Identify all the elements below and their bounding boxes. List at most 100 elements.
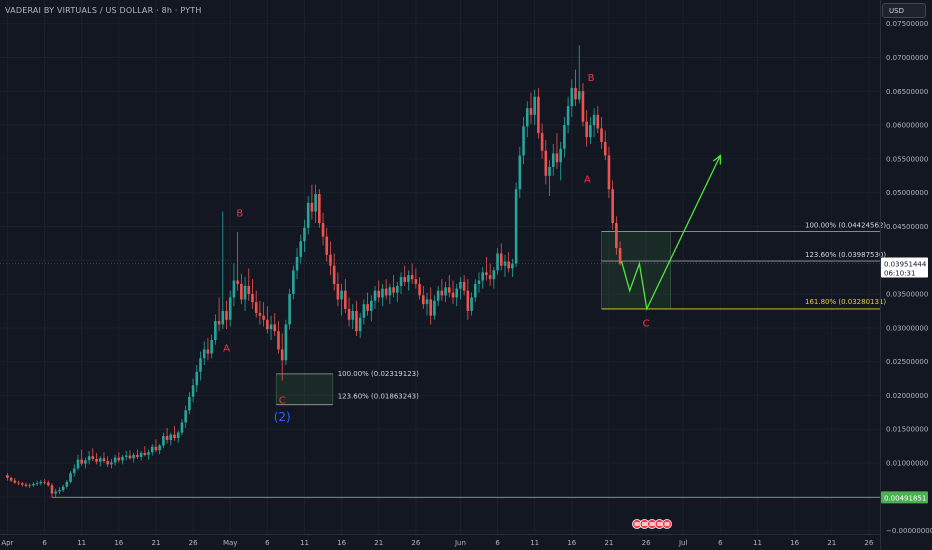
- candle-body: [511, 263, 514, 269]
- candle-body: [76, 459, 80, 469]
- candle-body: [228, 297, 232, 320]
- candle-body: [355, 310, 358, 332]
- candle-body: [421, 295, 425, 305]
- candle-body: [473, 283, 477, 298]
- candle-body: [240, 283, 243, 300]
- x-tick-label: 6: [495, 539, 500, 547]
- x-tick-label: Apr: [1, 539, 13, 547]
- candle-body: [95, 458, 98, 462]
- candle-body: [325, 236, 329, 255]
- candle-body: [362, 304, 366, 318]
- candle-body: [555, 153, 559, 163]
- candle-body: [121, 456, 124, 461]
- candle-body: [540, 133, 544, 151]
- candle-body: [273, 324, 277, 332]
- x-tick-label: 11: [300, 539, 309, 547]
- candle-body: [199, 358, 202, 372]
- symbol-title: VADERAI BY VIRTUALS / US DOLLAR · 8h · P…: [5, 6, 202, 15]
- candle-body: [180, 422, 184, 433]
- x-tick-label: 11: [77, 539, 86, 547]
- candle-body: [518, 155, 522, 190]
- candle-body: [43, 481, 46, 483]
- candle-body: [332, 265, 336, 284]
- candle-body: [303, 227, 306, 242]
- candle-body: [425, 299, 429, 305]
- x-tick-label: 26: [864, 539, 873, 547]
- candle-body: [20, 483, 24, 485]
- candle-body: [87, 456, 91, 461]
- candle-body: [191, 385, 195, 397]
- candle-body: [284, 324, 288, 361]
- candle-body: [529, 108, 533, 115]
- candle-body: [407, 275, 410, 282]
- candle-body: [110, 462, 113, 465]
- candle-body: [440, 290, 444, 296]
- candle-body: [499, 253, 503, 266]
- candle-body: [69, 473, 72, 482]
- candle-body: [462, 281, 466, 291]
- price-axis[interactable]: 0.07500000 0.07000000 0.06500000 0.06000000…: [881, 20, 932, 535]
- currency-button[interactable]: USD: [882, 3, 926, 18]
- candle-body: [195, 371, 199, 386]
- current-price-value: 0.03951444: [884, 261, 927, 269]
- candle-body: [188, 396, 191, 411]
- candle-body: [358, 317, 362, 332]
- candle-body: [243, 285, 247, 300]
- y-tick-label: 0.06000000: [886, 122, 928, 130]
- candle-body: [496, 253, 499, 271]
- x-tick-label: 11: [530, 539, 539, 547]
- y-tick-label: 0.03500000: [886, 291, 928, 299]
- candle-body: [381, 288, 384, 298]
- fib-zone-box: [275, 373, 334, 406]
- candle-body: [466, 290, 470, 311]
- candle-body: [117, 457, 121, 461]
- candle-body: [537, 96, 540, 134]
- candle-body: [351, 310, 355, 320]
- candle-body: [447, 287, 451, 293]
- x-tick-label: 26: [411, 539, 420, 547]
- candle-body: [618, 248, 622, 264]
- candle-body: [46, 482, 50, 486]
- x-tick-label: 16: [337, 539, 346, 547]
- candle-body: [566, 106, 570, 126]
- candle-body: [451, 292, 455, 298]
- wave-label: A: [223, 343, 230, 354]
- x-tick-label: 16: [567, 539, 576, 547]
- candle-body: [80, 459, 83, 464]
- candle-body: [396, 285, 399, 293]
- candle-body: [266, 319, 269, 330]
- candle-body: [414, 279, 418, 284]
- price-axis-divider: [880, 0, 881, 550]
- candle-body: [377, 290, 381, 298]
- chart-overlays: [0, 154, 880, 498]
- candle-body: [39, 481, 43, 484]
- candle-body: [403, 277, 407, 282]
- candle-body: [247, 285, 251, 295]
- candle-body: [176, 432, 180, 439]
- candle-body: [50, 485, 54, 494]
- candle-body: [321, 223, 325, 237]
- support-price-tag: [881, 491, 928, 504]
- y-tick-label: 0.07000000: [886, 54, 928, 62]
- wave-label: C: [279, 396, 286, 407]
- candle-body: [113, 457, 117, 463]
- fib-label: 123.60% (0.01863243): [338, 393, 419, 401]
- wave-labels: A B C (2) B A C: [223, 73, 650, 424]
- candle-body: [603, 141, 607, 156]
- candle-body: [162, 435, 165, 446]
- candle-body: [611, 189, 614, 224]
- candle-body: [470, 297, 473, 311]
- fib-label: 100.00% (0.04424562): [805, 222, 886, 230]
- support-price-value: 0.00491851: [884, 494, 926, 502]
- chart-grid: [0, 0, 880, 534]
- candle-body: [488, 275, 492, 280]
- candle-body: [559, 148, 562, 163]
- x-tick-label: 21: [151, 539, 160, 547]
- candle-body: [169, 434, 173, 441]
- candle-body: [17, 482, 20, 484]
- candle-body: [533, 96, 536, 115]
- time-axis[interactable]: Apr 6 11 16 21 26 May 6 11 16 21 26 Jun 6 11 16 21 26 Jul 6…: [1, 519, 874, 548]
- candle-body: [225, 310, 228, 320]
- candle-body: [124, 455, 128, 457]
